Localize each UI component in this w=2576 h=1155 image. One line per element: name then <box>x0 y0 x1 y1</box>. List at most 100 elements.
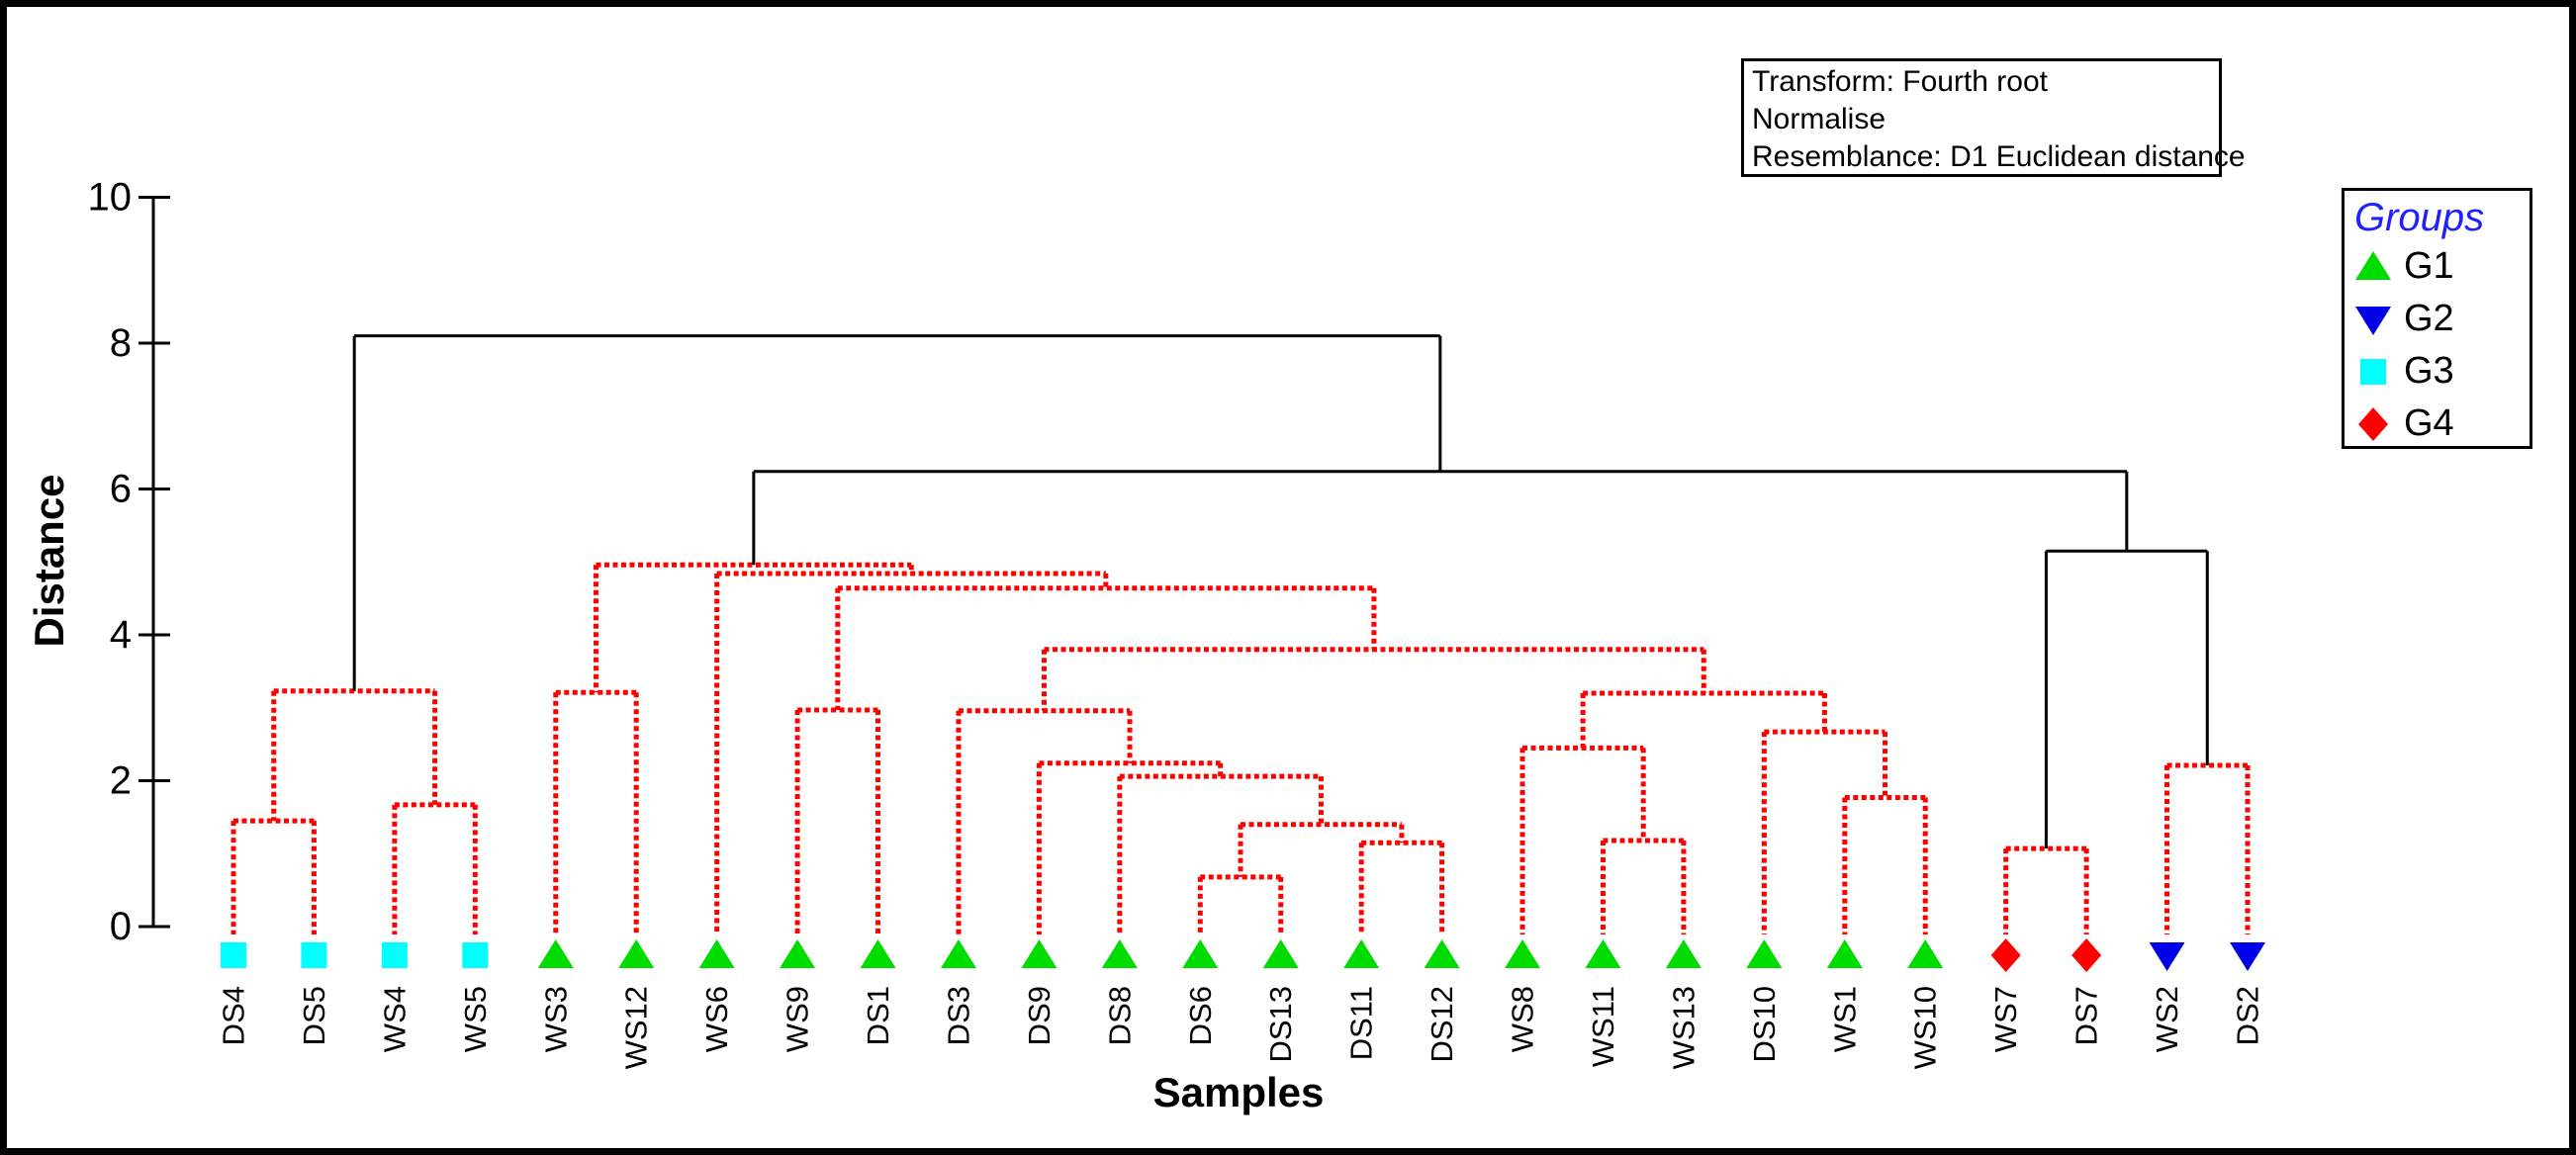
y-axis-title: Distance <box>26 474 72 647</box>
legend-marker-shape <box>2358 406 2388 441</box>
marker-square-ds5 <box>301 942 327 968</box>
g4-diamond-icon <box>2358 406 2388 441</box>
dendrogram-node-R <box>835 585 1377 710</box>
dendrogram-node-C <box>271 688 438 822</box>
marker-square-ds4 <box>221 942 246 968</box>
y-axis-tick-label: 2 <box>110 759 132 803</box>
marker-triangle-up-ds9 <box>1021 939 1058 968</box>
sample-label-ws7: WS7 <box>1988 986 2023 1052</box>
dendrogram-node-E <box>794 707 881 934</box>
marker-triangle-up-ws12 <box>618 939 655 968</box>
marker-triangle-up-ws13 <box>1665 939 1702 968</box>
dendrogram-node-F <box>1197 874 1284 934</box>
g3-square-icon <box>2360 358 2386 385</box>
dendrogram-node-A <box>230 818 317 934</box>
dendrogram-links <box>230 334 2251 934</box>
dendrogram-node-U <box>2003 845 2089 934</box>
dendrogram-node-M <box>1519 745 1646 934</box>
dendrogram-node-O <box>1761 729 1888 934</box>
dendrogram-node-Q <box>1041 647 1706 711</box>
dendrogram-node-S <box>714 571 1109 934</box>
sample-label-ds10: DS10 <box>1747 986 1782 1063</box>
legend-item-g2: G2 <box>2354 293 2530 345</box>
sample-label-ds3: DS3 <box>941 986 975 1045</box>
marker-diamond-ws7 <box>1990 938 2021 972</box>
g1-triangle-up-icon <box>2355 250 2391 280</box>
marker-diamond-ds7 <box>2071 938 2102 972</box>
legend-items: G1 G2 G3 G4 <box>2354 240 2530 450</box>
sample-label-ds6: DS6 <box>1183 986 1218 1045</box>
sample-label-ws6: WS6 <box>699 986 734 1052</box>
sample-label-ds9: DS9 <box>1022 986 1057 1045</box>
y-axis: 0 2 4 6 8 10 Distance <box>26 176 170 948</box>
dendrogram-node-H <box>1238 822 1405 877</box>
marker-triangle-up-ds10 <box>1746 939 1783 968</box>
sample-label-ws11: WS11 <box>1586 986 1620 1067</box>
dendrogram-node-W <box>2044 549 2209 849</box>
y-axis-tick-label: 10 <box>88 176 133 220</box>
legend-item-g4: G4 <box>2354 398 2530 450</box>
dendrogram-node-L <box>1600 838 1687 934</box>
sample-label-ds5: DS5 <box>297 986 331 1045</box>
marker-triangle-up-ws6 <box>698 939 735 968</box>
annotation-line-1: Transform: Fourth root <box>1752 65 2048 98</box>
marker-triangle-up-ws9 <box>780 939 816 968</box>
sample-label-ws9: WS9 <box>781 986 815 1052</box>
sample-label-ws5: WS5 <box>458 986 493 1052</box>
sample-label-ds12: DS12 <box>1425 986 1459 1063</box>
legend-item-g3: G3 <box>2354 345 2530 398</box>
sample-label-ds1: DS1 <box>861 986 895 1045</box>
groups-legend: Groups G1 G2 G3 G4 <box>2342 188 2532 449</box>
y-axis-tick-label: 8 <box>110 321 132 365</box>
dendrogram-node-N <box>1842 794 1928 934</box>
dendrogram-plot: 0 2 4 6 8 10 Distance Samples DS4 DS5 WS4 WS5 WS3 WS1… <box>26 176 2265 1115</box>
legend-marker-shape <box>2360 358 2386 385</box>
marker-triangle-up-ds11 <box>1343 939 1380 968</box>
dendrogram-node-T <box>593 562 914 693</box>
marker-triangle-down-ds2 <box>2230 942 2265 971</box>
legend-item-label: G3 <box>2404 350 2454 392</box>
analysis-annotation-box: Transform: Fourth root Normalise Resemblan… <box>1741 58 2246 177</box>
dendrogram-node-V <box>2164 762 2251 934</box>
sample-markers <box>221 938 2265 972</box>
legend-item-label: G4 <box>2404 402 2454 444</box>
marker-triangle-up-ds12 <box>1424 939 1460 968</box>
legend-marker-shape <box>2355 306 2391 335</box>
y-axis-tick-label: 4 <box>110 613 132 657</box>
sample-label-ds8: DS8 <box>1102 986 1137 1045</box>
sample-label-ws4: WS4 <box>377 986 412 1052</box>
marker-triangle-up-ws10 <box>1907 939 1944 968</box>
marker-triangle-up-ws8 <box>1505 939 1541 968</box>
y-axis-tick-label: 6 <box>110 468 132 511</box>
sample-label-ws8: WS8 <box>1506 986 1540 1052</box>
annotation-line-2: Normalise <box>1752 103 1886 135</box>
y-axis-tick-label: 0 <box>110 905 132 948</box>
marker-triangle-up-ws1 <box>1826 939 1863 968</box>
sample-label-ds13: DS13 <box>1263 986 1298 1063</box>
sample-label-ds11: DS11 <box>1344 986 1379 1060</box>
marker-triangle-up-ds6 <box>1182 939 1219 968</box>
sample-label-ws10: WS10 <box>1908 986 1943 1069</box>
sample-label-ds7: DS7 <box>2070 986 2104 1045</box>
legend-title: Groups <box>2354 196 2485 239</box>
sample-label-ds2: DS2 <box>2231 986 2265 1045</box>
marker-square-ws4 <box>381 942 408 968</box>
g2-triangle-down-icon <box>2355 306 2391 335</box>
dendrogram-node-K <box>956 708 1133 934</box>
dendrogram-node-B <box>392 802 478 934</box>
legend-marker-shape <box>2355 250 2391 280</box>
dendrogram-node-ROOT <box>352 334 1442 691</box>
sample-label-ws13: WS13 <box>1666 986 1701 1069</box>
marker-triangle-up-ds13 <box>1262 939 1299 968</box>
sample-label-ws3: WS3 <box>538 986 573 1052</box>
sample-label-ds4: DS4 <box>217 986 251 1045</box>
dendrogram-node-G <box>1358 840 1445 934</box>
dendrogram-node-D <box>553 689 639 934</box>
x-axis-title: Samples <box>1153 1069 1325 1115</box>
legend-item-label: G2 <box>2404 298 2454 339</box>
sample-label-ws2: WS2 <box>2150 986 2184 1052</box>
marker-triangle-down-ws2 <box>2149 942 2185 971</box>
sample-label-ws1: WS1 <box>1827 986 1862 1052</box>
marker-triangle-up-ds3 <box>940 939 976 968</box>
